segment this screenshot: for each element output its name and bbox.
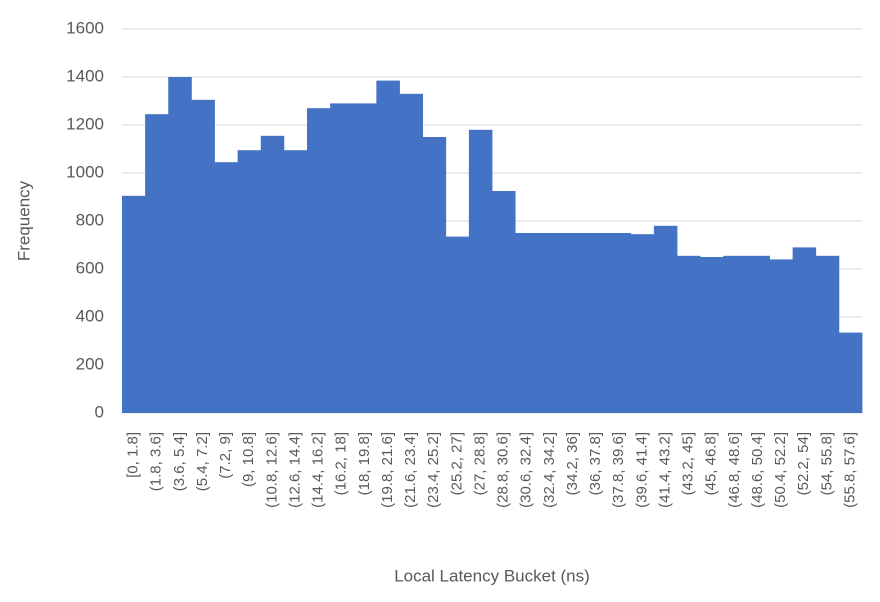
bar xyxy=(191,99,215,414)
x-tick-label: (12.6, 14.4] xyxy=(286,432,303,508)
x-tick-label: (30.6, 32.4] xyxy=(518,432,535,508)
bar xyxy=(538,233,562,413)
x-tick-label: (41.4, 43.2] xyxy=(656,432,673,508)
x-tick-label: (19.8, 21.6] xyxy=(379,432,396,508)
x-tick-label: (7.2, 9] xyxy=(217,432,234,479)
x-tick-label: (1.8, 3.6] xyxy=(148,432,165,491)
bar xyxy=(838,332,863,413)
x-tick-label: (18, 19.8] xyxy=(356,432,373,495)
y-tick-label: 200 xyxy=(76,354,104,373)
bar xyxy=(677,255,701,413)
bar xyxy=(630,234,655,413)
x-tick-label: (52.2, 54] xyxy=(795,432,812,495)
x-tick-label: (5.4, 7.2] xyxy=(194,432,211,491)
bar xyxy=(607,233,632,413)
y-tick-label: 400 xyxy=(76,306,104,325)
bar xyxy=(769,259,794,413)
x-tick-label: (45, 46.8] xyxy=(703,432,720,495)
x-tick-label: (34.2, 36] xyxy=(564,432,581,495)
y-tick-label: 1200 xyxy=(66,114,104,133)
bar xyxy=(561,233,585,413)
x-tick-label: (10.8, 12.6] xyxy=(263,432,280,508)
x-tick-label: (39.6, 41.4] xyxy=(633,432,650,508)
y-tick-label: 800 xyxy=(76,210,104,229)
bar xyxy=(122,195,146,413)
bar xyxy=(330,103,354,414)
bar xyxy=(145,114,169,413)
bar xyxy=(515,233,539,413)
bar xyxy=(237,150,262,413)
x-tick-label: [0, 1.8] xyxy=(125,432,142,478)
bar xyxy=(700,257,724,413)
x-tick-label: (21.6, 23.4] xyxy=(402,432,419,508)
x-axis-title: Local Latency Bucket (ns) xyxy=(394,566,590,585)
x-tick-label: (50.4, 52.2] xyxy=(772,432,789,508)
bar xyxy=(653,225,678,413)
bar xyxy=(214,162,239,413)
x-tick-label: (54, 55.8] xyxy=(818,432,835,495)
x-tick-label: (27, 28.8] xyxy=(471,432,488,495)
x-tick-label: (25.2, 27] xyxy=(448,432,465,495)
bar xyxy=(815,255,840,413)
x-tick-label: (36, 37.8] xyxy=(587,432,604,495)
x-tick-label: (55.8, 57.6] xyxy=(841,432,858,508)
bar xyxy=(353,103,377,414)
x-tick-label: (37.8, 39.6] xyxy=(610,432,627,508)
x-tick-label: (43.2, 45] xyxy=(680,432,697,495)
bar xyxy=(422,137,447,413)
y-tick-label: 1600 xyxy=(66,18,104,37)
x-tick-label: (9, 10.8] xyxy=(240,432,257,487)
bar xyxy=(746,255,770,413)
y-tick-label: 600 xyxy=(76,258,104,277)
x-tick-label: (23.4, 25.2] xyxy=(425,432,442,508)
bar xyxy=(260,135,285,414)
bar xyxy=(168,77,192,413)
bar xyxy=(376,80,400,413)
bar xyxy=(468,129,493,414)
x-tick-label: (14.4, 16.2] xyxy=(310,432,327,508)
x-tick-label: (16.2, 18] xyxy=(333,432,350,495)
bar xyxy=(283,150,308,413)
x-tick-label: (46.8, 48.6] xyxy=(726,432,743,508)
x-tick-label: (3.6, 5.4] xyxy=(171,432,188,491)
y-tick-label: 1400 xyxy=(66,66,104,85)
bar xyxy=(723,255,747,413)
bar xyxy=(399,93,424,414)
bar xyxy=(445,236,470,413)
x-tick-label: (28.8, 30.6] xyxy=(495,432,512,508)
bar xyxy=(307,108,331,413)
y-axis-title: Frequency xyxy=(14,180,33,261)
y-tick-label: 0 xyxy=(95,402,104,421)
x-tick-label: (48.6, 50.4] xyxy=(749,432,766,508)
bar xyxy=(492,191,516,413)
bar xyxy=(792,247,817,413)
y-tick-label: 1000 xyxy=(66,162,104,181)
x-tick-label: (32.4, 34.2] xyxy=(541,432,558,508)
bar xyxy=(584,233,609,413)
